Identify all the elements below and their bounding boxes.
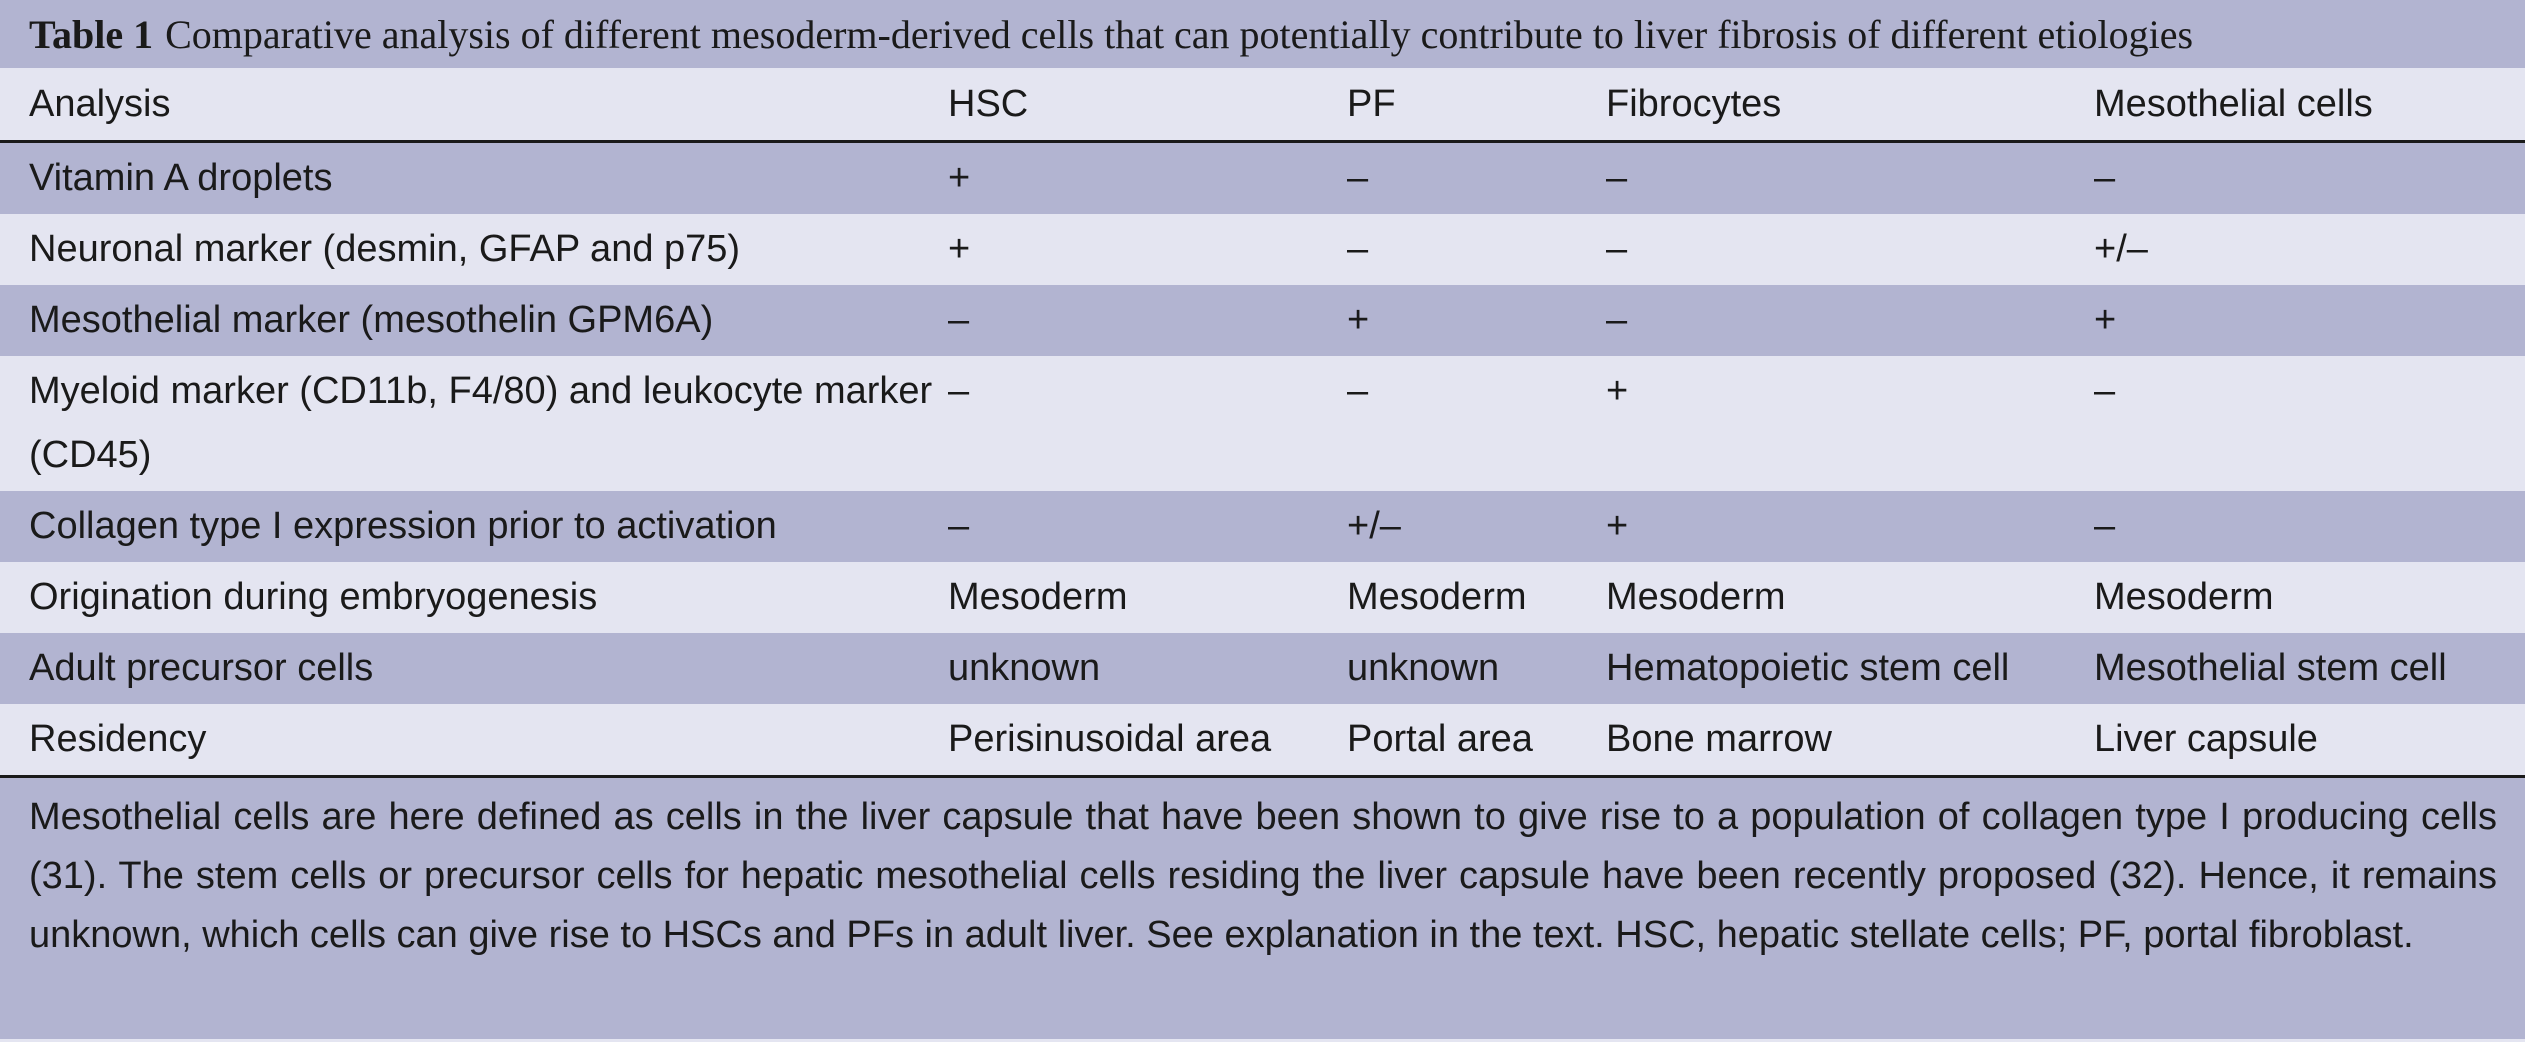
row-label: Vitamin A droplets: [29, 157, 333, 199]
column-header-fibrocytes: Fibrocytes: [1606, 83, 1782, 125]
table-divider: [0, 775, 2525, 778]
table-cell: +: [948, 228, 971, 270]
row-label: Myeloid marker (CD11b, F4/80) and leukoc…: [29, 370, 933, 476]
table-cell: –: [1347, 370, 1369, 412]
table-row: Residency Perisinusoidal area Portal are…: [0, 704, 2525, 775]
table-cell: +: [1606, 370, 1629, 412]
table-cell: Mesothelial stem cell: [2094, 647, 2447, 689]
column-header-pf: PF: [1347, 83, 1396, 125]
row-label: Neuronal marker (desmin, GFAP and p75): [29, 228, 741, 270]
table-cell: +/–: [1347, 505, 1401, 547]
row-label: Mesothelial marker (mesothelin GPM6A): [29, 299, 714, 341]
column-header-analysis: Analysis: [29, 83, 171, 125]
row-label: Collagen type I expression prior to acti…: [29, 505, 777, 547]
table-cell: Mesoderm: [1347, 576, 1527, 618]
table-caption: Table 1 Comparative analysis of differen…: [0, 0, 2525, 68]
table-cell: –: [948, 505, 970, 547]
table-cell: unknown: [1347, 647, 1500, 689]
table-cell: Portal area: [1347, 718, 1533, 760]
table-cell: –: [1606, 228, 1628, 270]
table-cell: Mesoderm: [2094, 576, 2274, 618]
table-cell: Bone marrow: [1606, 718, 1832, 760]
table-row: Mesothelial marker (mesothelin GPM6A) – …: [0, 285, 2525, 356]
table-cell: Mesoderm: [948, 576, 1128, 618]
table-cell: Perisinusoidal area: [948, 718, 1272, 760]
table-cell: –: [1347, 228, 1369, 270]
table-cell: –: [948, 370, 970, 412]
table-cell: +: [948, 157, 971, 199]
table-row: Myeloid marker (CD11b, F4/80) and leukoc…: [0, 356, 2525, 491]
table-cell: +: [1606, 505, 1629, 547]
table-row: Adult precursor cells unknown unknown He…: [0, 633, 2525, 704]
table-caption-label: Table 1: [29, 11, 154, 57]
table-cell: –: [1606, 299, 1628, 341]
table-cell: +/–: [2094, 228, 2148, 270]
column-header-mesothelial-cells: Mesothelial cells: [2094, 83, 2373, 125]
table-cell: –: [1606, 157, 1628, 199]
table-cell: –: [2094, 370, 2116, 412]
table-row: Origination during embryogenesis Mesoder…: [0, 562, 2525, 633]
table-footnote: Mesothelial cells are here defined as ce…: [0, 778, 2525, 1039]
row-label: Origination during embryogenesis: [29, 576, 598, 618]
table-cell: –: [2094, 157, 2116, 199]
table-cell: –: [1347, 157, 1369, 199]
table-header-row: Analysis HSC PF Fibrocytes Mesothelial c…: [0, 68, 2525, 143]
table-cell: Mesoderm: [1606, 576, 1786, 618]
table-row: Vitamin A droplets + – – –: [0, 143, 2525, 214]
table-caption-text: Comparative analysis of different mesode…: [165, 11, 2194, 57]
row-label: Adult precursor cells: [29, 647, 374, 689]
footnote-text: Mesothelial cells are here defined as ce…: [29, 796, 2497, 956]
table-row: Collagen type I expression prior to acti…: [0, 491, 2525, 562]
table-cell: +: [1347, 299, 1370, 341]
table-cell: Hematopoietic stem cell: [1606, 647, 2010, 689]
row-label: Residency: [29, 718, 207, 760]
table-cell: unknown: [948, 647, 1101, 689]
table-cell: +: [2094, 299, 2117, 341]
table-cell: Liver capsule: [2094, 718, 2318, 760]
table-row: Neuronal marker (desmin, GFAP and p75) +…: [0, 214, 2525, 285]
column-header-hsc: HSC: [948, 83, 1029, 125]
table-cell: –: [2094, 505, 2116, 547]
table-cell: –: [948, 299, 970, 341]
